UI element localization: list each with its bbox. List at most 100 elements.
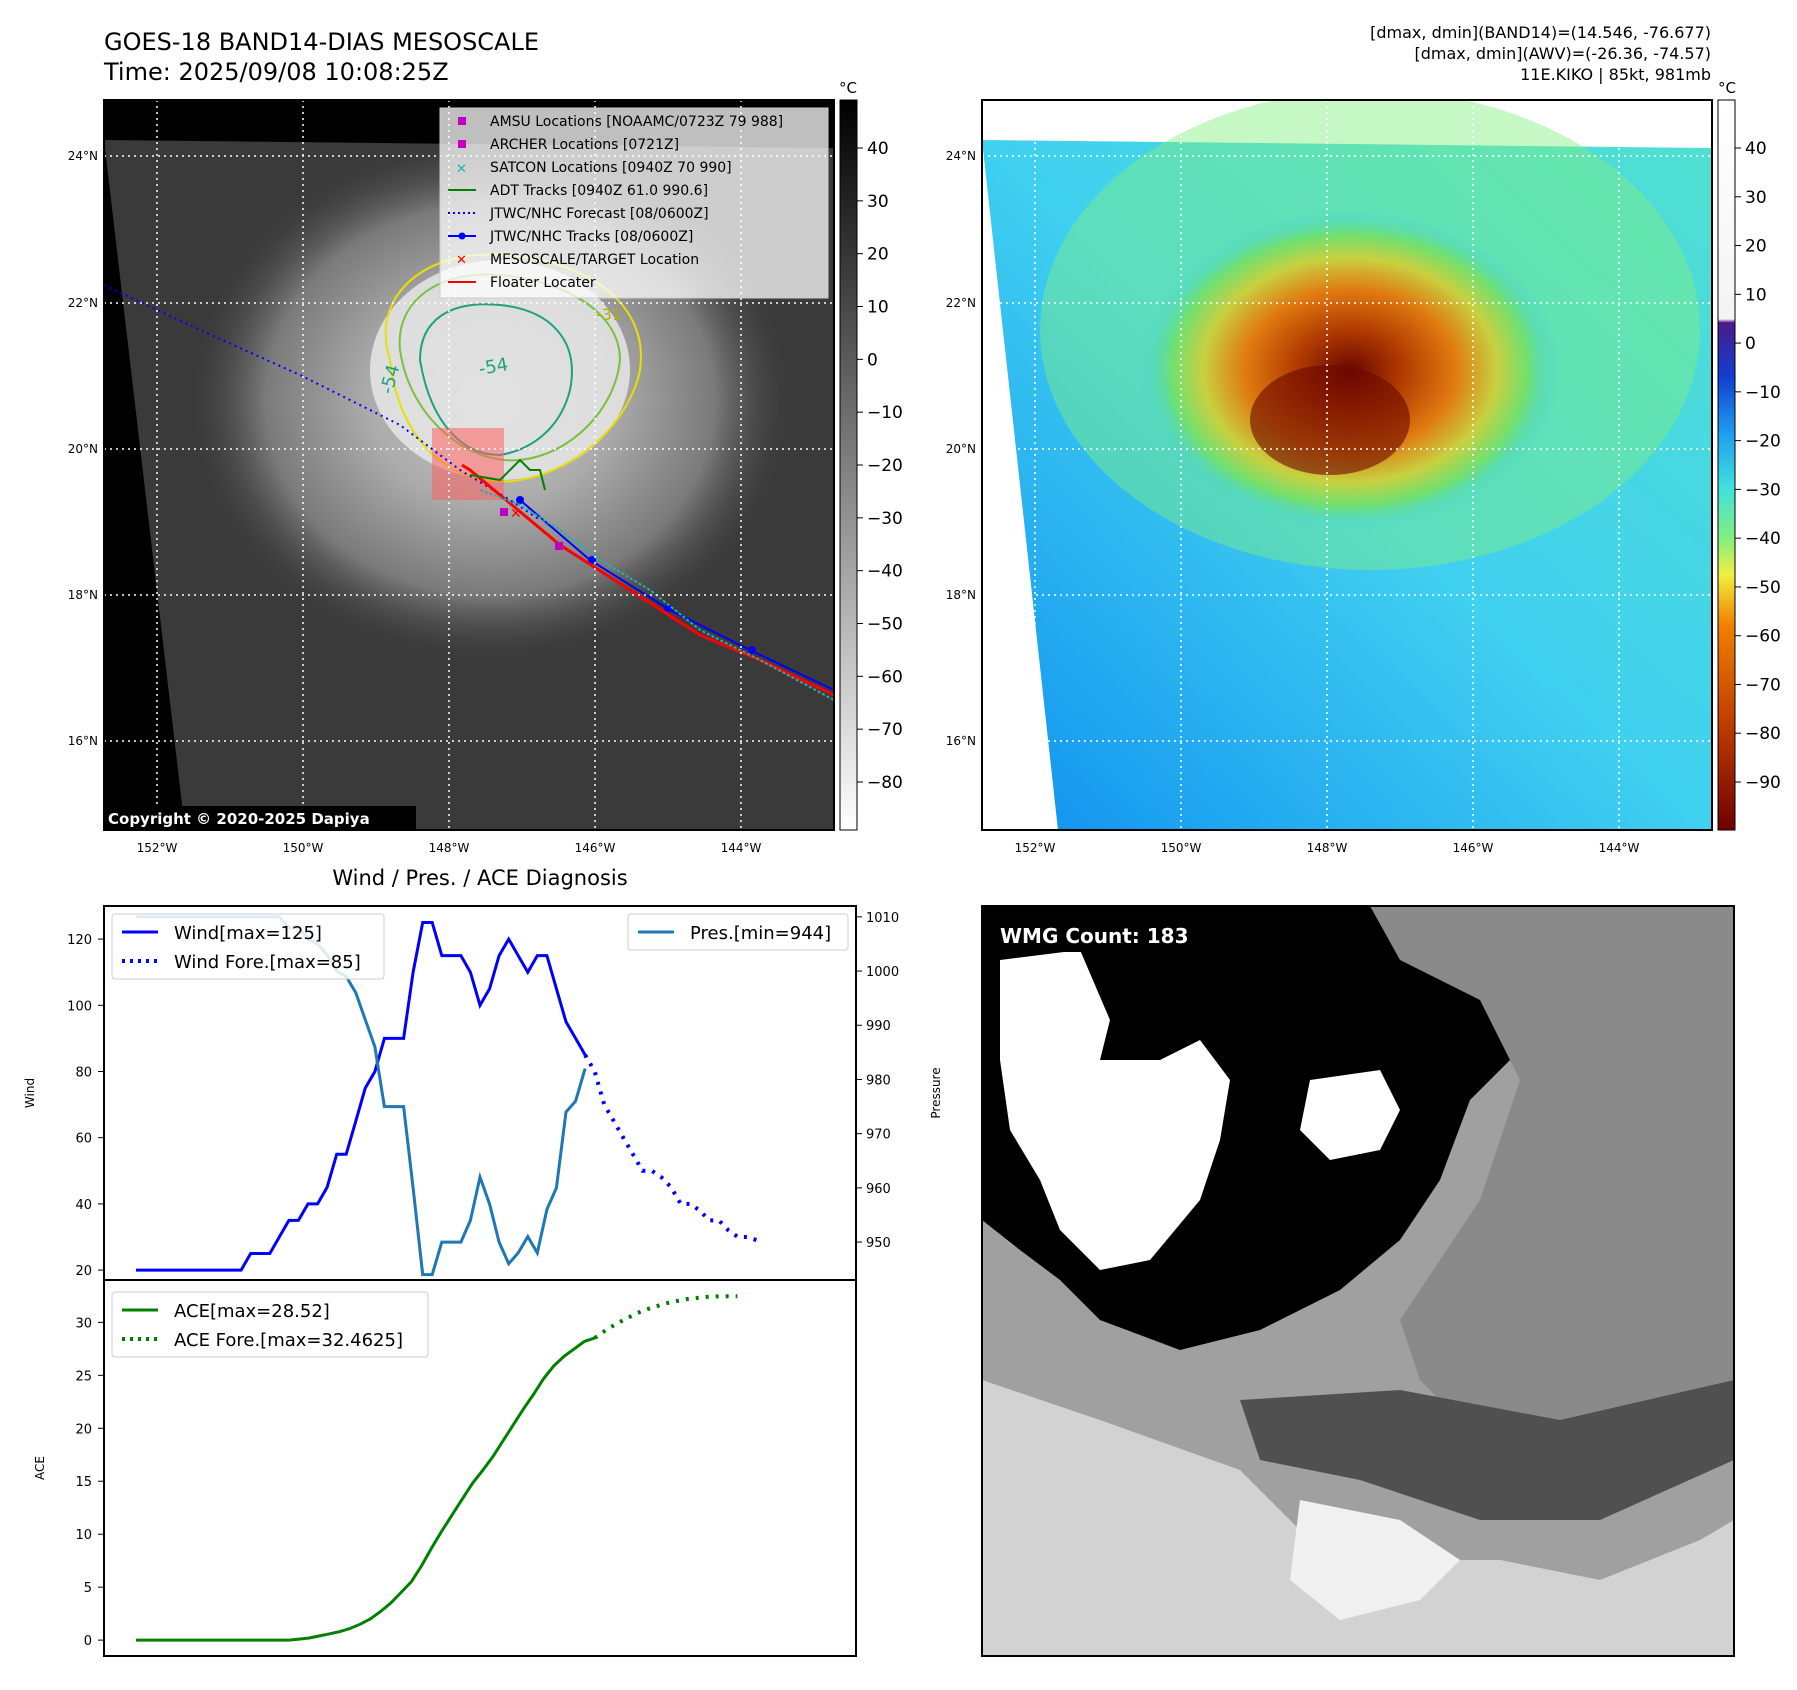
ir-colorbar-gradient [839,99,858,831]
archer-marker [500,508,508,516]
colorbar-tick-label: −70 [867,720,903,740]
pressure-legend-box [627,913,849,951]
wind-legend: Wind[max=125] Wind Fore.[max=85] [111,913,385,980]
pressure-legend-label: Pres.[min=944] [690,923,831,944]
wmg-panel: WMG Count: 183 [981,905,1735,1657]
awv-coldest-core [1250,365,1410,475]
awv-graticule [982,100,1712,830]
colorbar-tick-label: 20 [1745,237,1767,257]
colorbar-tick-label: 30 [1745,188,1767,208]
contour-label-3: -31 [596,305,622,324]
ace-ylabel: ACE [33,1456,47,1480]
legend-archer-icon [458,140,466,148]
wind-axes: 20 40 60 80 100 120 950 960 970 980 990 1000 1010 [67,911,899,1279]
satcon-track [479,489,834,701]
target-marker: ✕ [510,506,522,522]
awv-colorbar: °C 40 30 20 10 0 −10 −20 −30 −40 −50 −60 −70 −80 −90 [1717,79,1781,831]
wind-ylabel: Wind [23,1078,37,1108]
colorbar-tick-label: −30 [1745,480,1781,500]
figure-title: GOES-18 BAND14-DIAS MESOSCALE [104,28,539,56]
colorbar-tick-label: −20 [867,456,903,476]
colorbar-tick-label: 10 [1745,285,1767,305]
legend-target: MESOSCALE/TARGET Location [490,252,699,268]
wind-ytick-label: 60 [75,1132,92,1147]
ace-chart: 0 5 10 15 20 25 30 ACE ACE[max=28.52] ACE Fore… [33,1279,857,1657]
colorbar-tick-label: −10 [867,403,903,423]
wmg-light-region [982,1380,1734,1656]
lat-label: 18°N [68,588,98,602]
lat-label: 20°N [68,442,98,456]
colorbar-tick-label: 0 [867,350,878,370]
ace-series-line-0 [136,1336,596,1642]
wind-legend-label: Wind[max=125] [174,923,322,944]
copyright-box [104,806,416,830]
legend-satcon-icon: ✕ [456,162,467,177]
ace-ytick-label: 25 [75,1369,92,1384]
lon-label: 150°W [283,841,324,855]
ace-ytick-label: 15 [75,1475,92,1490]
ace-axes: 0 5 10 15 20 25 30 [75,1316,104,1649]
ace-ytick-label: 30 [75,1316,92,1331]
lat-label: 24°N [68,149,98,163]
colorbar-tick-label: −20 [1745,432,1781,452]
ir-colorbar: °C 40 30 20 10 0 −10 −20 −30 −40 −50 −60 −70 −80 [839,79,903,831]
lat-label: 20°N [946,442,976,456]
track-point [748,646,756,654]
map-legend: AMSU Locations [NOAAMC/0723Z 79 988] ARC… [439,107,829,299]
awv-colorbar-unit: °C [1718,79,1736,97]
lon-label: 146°W [1453,841,1494,855]
wind-ytick-label: 120 [67,933,92,948]
legend-forecast: JTWC/NHC Forecast [08/0600Z] [489,206,709,222]
awv-colorbar-ticks: 40 30 20 10 0 −10 −20 −30 −40 −50 −60 −70 −80 −90 [1735,139,1781,793]
lat-label: 22°N [946,296,976,310]
colorbar-tick-label: −10 [1745,383,1781,403]
colorbar-tick-label: −50 [1745,578,1781,598]
pressure-ytick-label: 960 [866,1182,891,1197]
ace-ytick-label: 10 [75,1528,92,1543]
ace-legend-box [111,1291,429,1358]
colorbar-tick-label: −90 [1745,773,1781,793]
lat-label: 18°N [946,588,976,602]
colorbar-tick-label: 20 [867,245,889,265]
awv-map-frame [981,99,1713,831]
lon-label: 144°W [1599,841,1640,855]
colorbar-tick-label: −60 [867,667,903,687]
legend-archer: ARCHER Locations [0721Z] [490,137,679,153]
colorbar-tick-label: −30 [867,509,903,529]
colorbar-tick-label: −80 [867,773,903,793]
lon-label: 152°W [1015,841,1056,855]
colorbar-tick-label: 40 [867,139,889,159]
lat-label: 22°N [68,296,98,310]
pressure-ytick-label: 990 [866,1019,891,1034]
ace-legend: ACE[max=28.52] ACE Fore.[max=32.4625] [111,1291,429,1358]
awv-colorbar-gradient [1717,99,1736,831]
pressure-ytick-label: 1000 [866,965,899,980]
ace-plot-area [136,1294,738,1642]
adt-track [469,458,546,491]
wind-ytick-label: 20 [75,1264,92,1279]
colorbar-tick-label: −50 [867,615,903,635]
wmg-count-box [992,920,1204,952]
info-line-2: [dmax, dmin](AWV)=(-26.36, -74.57) [1414,44,1711,63]
series-line-1 [583,1053,758,1243]
pressure-ytick-label: 980 [866,1073,891,1088]
colorbar-tick-label: −70 [1745,675,1781,695]
lon-label: 148°W [1307,841,1348,855]
pressure-ylabel: Pressure [929,1067,943,1118]
pressure-legend: Pres.[min=944] [627,913,849,951]
colorbar-tick-label: 40 [1745,139,1767,159]
ir-colorbar-ticks: 40 30 20 10 0 −10 −20 −30 −40 −50 −60 −70 −80 [857,139,903,793]
colorbar-tick-label: 10 [867,298,889,318]
ir-map-frame [103,99,835,831]
lon-label: 150°W [1161,841,1202,855]
wmg-lighter-spot [1290,1500,1460,1620]
ace-ytick-label: 5 [84,1581,92,1596]
floater-track [461,463,834,697]
ace-fore-legend-label: ACE Fore.[max=32.4625] [174,1330,403,1351]
colorbar-tick-label: −40 [867,562,903,582]
pressure-ytick-label: 1010 [866,911,899,926]
chart-title: Wind / Pres. / ACE Diagnosis [332,866,627,890]
legend-box [439,107,829,299]
lon-label: 146°W [575,841,616,855]
